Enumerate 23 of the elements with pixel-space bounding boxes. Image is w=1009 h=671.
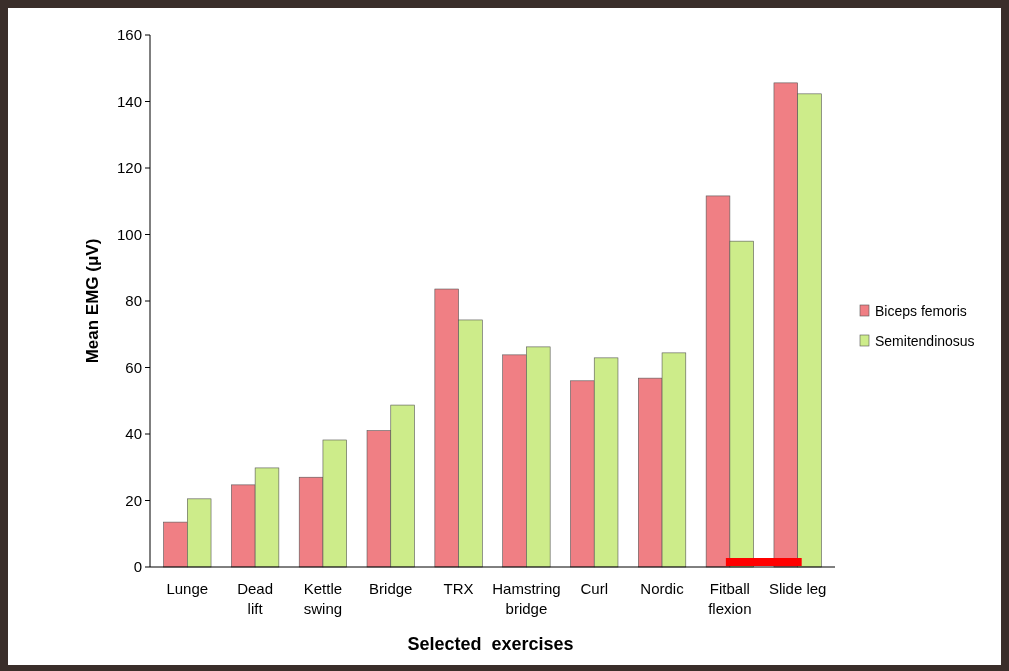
y-tick-label: 40 [125,425,142,443]
x-tick-label: Hamstring bridge [492,580,561,617]
y-tick-label: 0 [133,558,142,576]
x-tick-label: TRX [443,580,474,597]
x-tick-label: Slide leg [768,580,827,597]
legend-label: Semitendinosus [875,332,975,349]
y-tick-label: 80 [125,292,142,310]
y-tick-label: 160 [116,26,142,44]
x-tick-label: Curl [580,580,608,597]
x-tick-label: Fitball flexion [708,580,752,617]
y-tick-label: 120 [116,159,142,177]
y-tick-label: 100 [116,225,142,243]
x-tick-label: Nordic [640,580,685,597]
y-tick-label: 140 [116,92,142,110]
y-tick-label: 20 [125,491,142,509]
x-tick-label: Bridge [369,580,413,597]
x-tick-label: Kettle swing [303,580,343,617]
y-tick-label: 60 [125,358,142,376]
x-tick-label: Lunge [166,580,209,597]
x-axis-title: Selected exercises [407,634,574,654]
x-tick-label: Dead lift [237,580,274,617]
y-axis-title: Mean EMG (μV) [83,238,102,364]
legend-label: Biceps femoris [875,302,967,319]
